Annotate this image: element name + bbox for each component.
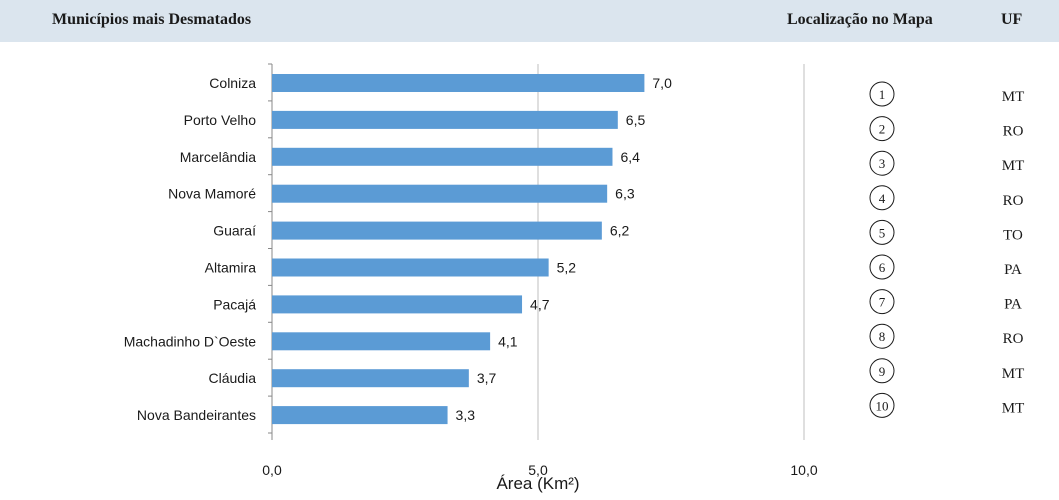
map-location-number: 9 xyxy=(879,364,886,379)
map-location-number: 3 xyxy=(879,156,886,171)
category-label: Nova Bandeirantes xyxy=(137,407,256,423)
value-label: 6,5 xyxy=(626,112,646,128)
uf-column-header: UF xyxy=(1001,11,1023,28)
map-location-marker xyxy=(869,219,895,245)
map-location-number: 1 xyxy=(879,87,886,102)
header-bar: Municípios mais Desmatados Localização n… xyxy=(0,0,1059,42)
map-location-marker xyxy=(869,81,895,107)
uf-label: MT xyxy=(1002,89,1025,105)
bar xyxy=(272,184,608,203)
category-label: Machadinho D`Oeste xyxy=(124,333,257,349)
uf-label: TO xyxy=(1003,227,1023,243)
uf-label: PA xyxy=(1004,297,1022,313)
location-column-header: Localização no Mapa xyxy=(787,11,933,28)
bar-chart: Colniza 7,0 Porto Velho 6,5 Marcelândia 6,4 No… xyxy=(124,63,1025,493)
uf-label: MT xyxy=(1002,158,1025,174)
map-location-marker xyxy=(869,392,895,418)
map-location-number: 10 xyxy=(876,398,889,413)
map-location-marker xyxy=(869,185,895,211)
x-tick-label: 10,0 xyxy=(790,462,817,478)
map-location-marker xyxy=(869,323,895,349)
bar xyxy=(272,258,549,277)
map-location-marker xyxy=(869,254,895,280)
category-label: Nova Mamoré xyxy=(168,186,256,202)
map-location-number: 4 xyxy=(879,191,886,206)
value-label: 6,2 xyxy=(610,223,630,239)
category-label: Pacajá xyxy=(213,296,256,312)
category-label: Colniza xyxy=(209,75,256,91)
value-label: 3,7 xyxy=(477,370,497,386)
uf-label: RO xyxy=(1003,331,1024,347)
bar xyxy=(272,110,618,129)
value-label: 5,2 xyxy=(557,260,577,276)
category-label: Porto Velho xyxy=(184,112,257,128)
value-label: 6,3 xyxy=(615,186,635,202)
x-tick-label: 5,0 xyxy=(528,462,548,478)
page-title: Municípios mais Desmatados xyxy=(52,11,252,28)
uf-label: RO xyxy=(1003,124,1024,140)
map-location-number: 7 xyxy=(879,295,886,310)
map-location-marker xyxy=(869,289,895,315)
category-label: Guaraí xyxy=(213,223,256,239)
map-location-marker xyxy=(869,150,895,176)
bar xyxy=(272,295,523,314)
value-label: 4,1 xyxy=(498,333,518,349)
uf-label: RO xyxy=(1003,193,1024,209)
map-location-number: 6 xyxy=(879,260,886,275)
category-label: Altamira xyxy=(205,260,257,276)
bar xyxy=(272,369,469,388)
map-location-number: 5 xyxy=(879,225,886,240)
value-label: 6,4 xyxy=(620,149,640,165)
uf-label: MT xyxy=(1002,366,1025,382)
value-label: 7,0 xyxy=(652,75,672,91)
value-label: 3,3 xyxy=(456,407,476,423)
x-tick-label: 0,0 xyxy=(262,462,282,478)
bar xyxy=(272,74,645,92)
bar xyxy=(272,221,602,240)
map-location-marker xyxy=(869,358,895,384)
map-location-marker xyxy=(869,116,895,142)
uf-label: PA xyxy=(1004,262,1022,278)
x-axis-label: Área (Km²) xyxy=(496,474,579,493)
map-location-number: 8 xyxy=(879,329,886,344)
bar xyxy=(272,147,613,166)
category-label: Cláudia xyxy=(209,370,257,386)
category-label: Marcelândia xyxy=(180,149,256,165)
bar xyxy=(272,332,491,351)
uf-label: MT xyxy=(1002,400,1025,416)
map-location-number: 2 xyxy=(879,122,886,137)
bar xyxy=(272,406,448,425)
value-label: 4,7 xyxy=(530,296,550,312)
